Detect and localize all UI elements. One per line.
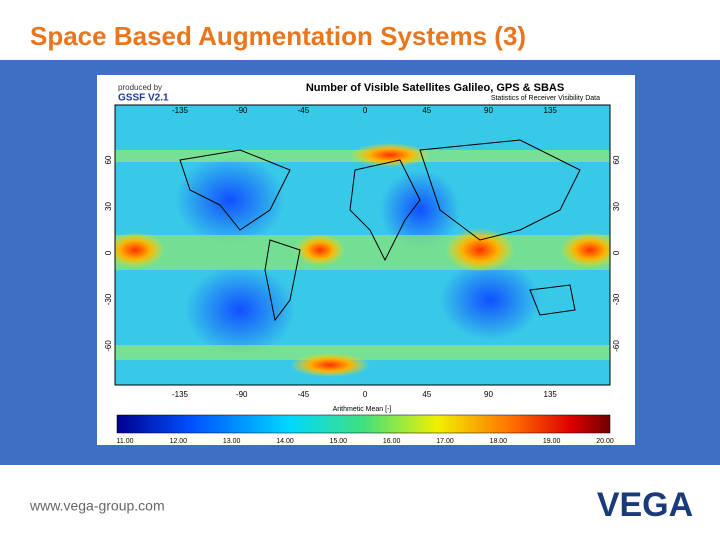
lon-label-top: 45 (422, 106, 431, 115)
colorbar-label: 17.00 (436, 438, 454, 445)
colorbar-label: 14.00 (276, 438, 294, 445)
lat-label-left: 60 (104, 155, 113, 164)
map-tool: GSSF V2.1 (118, 93, 169, 104)
slide-title: Space Based Augmentation Systems (3) (30, 21, 526, 51)
lon-label-top: 90 (484, 106, 493, 115)
lon-label-bottom: -90 (236, 390, 248, 399)
lon-label-top: -45 (298, 106, 310, 115)
lat-label-right: -30 (612, 293, 621, 305)
lat-label-left: 0 (104, 250, 113, 255)
colorbar-label: 11.00 (117, 438, 134, 445)
map-subtitle: Statistics of Receiver Visibility Data (491, 95, 600, 102)
colorbar (116, 414, 611, 434)
logo: VEGA (597, 486, 693, 524)
lon-label-top: 135 (544, 106, 558, 115)
colorbar-label: 16.00 (383, 438, 401, 445)
lon-label-bottom: -135 (172, 390, 189, 399)
lon-label-top: -90 (236, 106, 248, 115)
map-frame (114, 104, 611, 386)
colorbar-label: 13.00 (223, 438, 241, 445)
lon-label-bottom: 45 (422, 390, 431, 399)
lat-label-right: 60 (612, 155, 621, 164)
lat-label-left: -30 (104, 293, 113, 305)
colorbar-title: Arithmetic Mean [-] (333, 406, 392, 413)
colorbar-label: 19.00 (543, 438, 561, 445)
colorbar-label: 18.00 (490, 438, 508, 445)
lat-label-left: -60 (104, 340, 113, 352)
lat-label-right: -60 (612, 340, 621, 352)
lat-label-left: 30 (104, 202, 113, 211)
colorbar-label: 15.00 (330, 438, 348, 445)
lat-label-right: 0 (612, 250, 621, 255)
lon-label-top: 0 (363, 106, 368, 115)
lon-label-bottom: 0 (363, 390, 368, 399)
map-field (115, 105, 610, 385)
lat-label-right: 30 (612, 202, 621, 211)
lon-label-top: -135 (172, 106, 189, 115)
map-credit: produced by (118, 83, 162, 92)
map-title: Number of Visible Satellites Galileo, GP… (306, 82, 564, 94)
colorbar-label: 12.00 (170, 438, 188, 445)
lon-label-bottom: 90 (484, 390, 493, 399)
lon-label-bottom: -45 (298, 390, 310, 399)
lon-label-bottom: 135 (544, 390, 558, 399)
colorbar-label: 20.00 (596, 438, 614, 445)
footer-url: www.vega-group.com (29, 498, 165, 514)
